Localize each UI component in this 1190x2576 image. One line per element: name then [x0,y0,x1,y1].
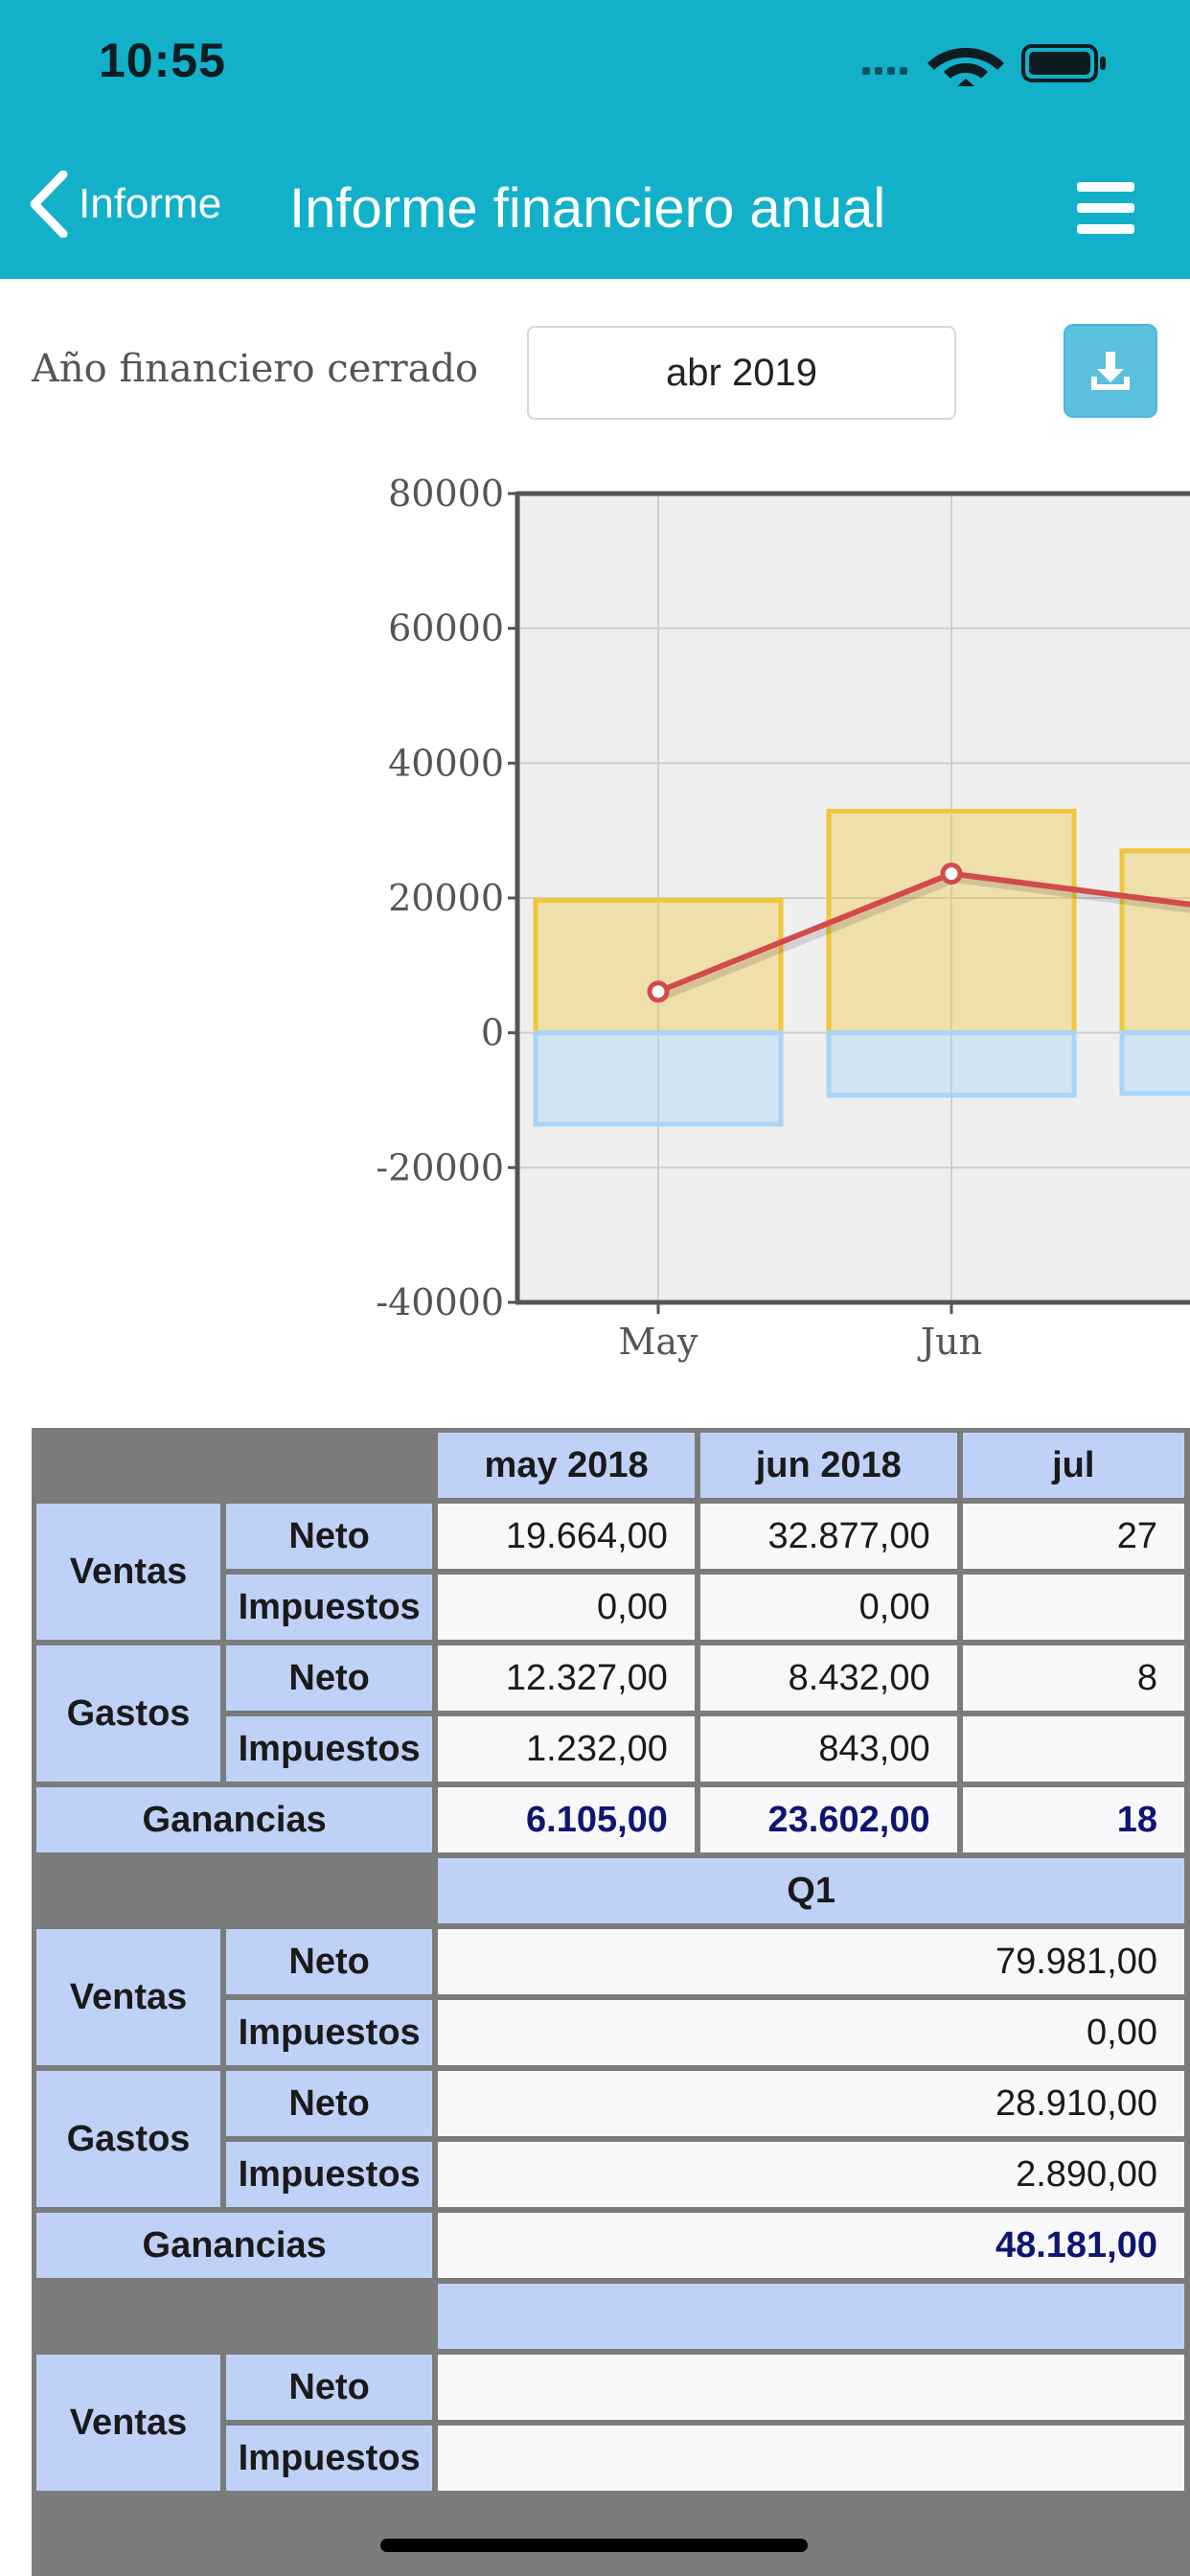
expenses-label: Gastos [36,1645,221,1782]
table-cell: 0,00 [699,1575,957,1640]
net-label: Neto [226,1645,433,1711]
table-cell: 12.327,00 [438,1645,695,1711]
download-button[interactable] [1064,324,1157,418]
quarter-cell: 0,00 [438,2000,1184,2065]
quarter-header: Q1 [438,1858,1184,1923]
sales-bar [533,897,784,1036]
table-cell: 8 [962,1645,1184,1711]
financial-table: may 2018 jun 2018 jul Ventas Neto 19.664… [32,1428,1190,2576]
expense-bar [1119,1030,1190,1096]
month-header: jul [962,1433,1184,1498]
table-cell: 843,00 [699,1716,957,1782]
quarter-cell: 2.890,00 [438,2142,1184,2207]
profit-point [940,862,963,886]
status-time: 10:55 [99,34,226,87]
profit-label: Ganancias [36,2213,433,2278]
y-tick-label: 60000 [388,608,504,650]
sales-label: Ventas [36,2355,221,2491]
table-cell: 8.432,00 [699,1645,957,1711]
sales-label: Ventas [36,1504,221,1640]
table-cell: 19.664,00 [438,1504,695,1569]
profit-cell: 6.105,00 [438,1787,695,1852]
profit-cell: 18 [962,1787,1184,1852]
taxes-label: Impuestos [226,1575,433,1640]
net-label: Neto [226,2071,433,2136]
quarter-cell: 28.910,00 [438,2071,1184,2136]
table-cell [962,1716,1184,1782]
net-label: Neto [226,1929,433,1994]
wifi-icon [927,48,1004,86]
profit-label: Ganancias [36,1787,433,1852]
page-title: Informe financiero anual [289,177,886,240]
y-tick-label: -40000 [376,1281,504,1323]
sales-bar [1119,848,1190,1036]
table-cell: 32.877,00 [699,1504,957,1569]
y-tick-label: 20000 [388,877,504,919]
profit-point [647,980,670,1003]
net-label: Neto [226,2355,433,2420]
taxes-label: Impuestos [226,1716,433,1782]
sales-bar [826,808,1077,1036]
month-header: may 2018 [438,1433,695,1498]
table-cell [962,1575,1184,1640]
financial-chart: 80000 60000 40000 20000 0 -20000 -40000 May Jun… [376,472,1190,1363]
expenses-label: Gastos [36,2071,221,2207]
month-header: jun 2018 [699,1433,957,1498]
download-icon [1091,352,1130,390]
x-tick-label: May [618,1321,698,1363]
taxes-label: Impuestos [226,2426,433,2491]
fiscal-year-select[interactable]: abr 2019 [527,326,956,420]
navigation-bar: 10:55 Informe Informe financiero anual [0,0,1190,279]
status-icons [862,44,1106,86]
y-tick-label: -20000 [376,1146,504,1188]
x-tick-label: Jun [917,1321,982,1363]
battery-icon [1021,44,1106,82]
chevron-left-icon [30,171,68,238]
taxes-label: Impuestos [226,2142,433,2207]
taxes-label: Impuestos [226,2000,433,2065]
y-tick-label: 80000 [388,472,504,515]
table-cell: 27 [962,1504,1184,1569]
expense-bar [533,1030,784,1127]
home-indicator[interactable] [380,2539,808,2552]
table-cell: 0,00 [438,1575,695,1640]
signal-icon [862,67,907,75]
expense-bar [826,1030,1077,1098]
quarter-cell: 79.981,00 [438,1929,1184,1994]
profit-cell: 23.602,00 [699,1787,957,1852]
quarter-header [438,2284,1184,2349]
back-button[interactable]: Informe [25,171,221,238]
sales-label: Ventas [36,1929,221,2065]
table-cell: 1.232,00 [438,1716,695,1782]
y-tick-label: 40000 [388,742,504,784]
back-label: Informe [79,180,222,227]
net-label: Neto [226,1504,433,1569]
hamburger-menu-icon[interactable] [1077,182,1138,234]
fiscal-year-label: Año financiero cerrado [32,347,479,391]
y-tick-label: 0 [481,1012,504,1054]
quarter-profit-cell: 48.181,00 [438,2213,1184,2278]
